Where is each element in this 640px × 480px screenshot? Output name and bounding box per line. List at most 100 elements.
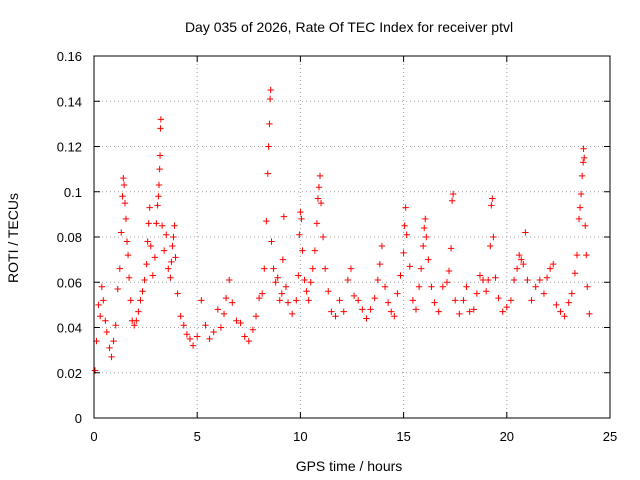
data-point: [163, 231, 170, 238]
data-point: [406, 263, 413, 270]
y-tick-label: 0: [75, 411, 82, 426]
data-point: [95, 301, 102, 309]
x-tick-label: 0: [90, 429, 97, 444]
data-point: [421, 224, 428, 232]
y-axis-label: ROTI / TECUs: [5, 193, 21, 283]
x-tick-label: 20: [500, 429, 514, 444]
data-point: [167, 274, 174, 281]
data-point: [202, 322, 209, 329]
data-point: [114, 285, 121, 293]
data-point: [571, 270, 579, 277]
axis-ticks: [93, 55, 611, 419]
data-point: [378, 242, 386, 250]
data-point: [415, 283, 423, 290]
data-point: [229, 299, 236, 306]
data-point: [579, 159, 587, 166]
data-point: [157, 116, 165, 123]
data-point: [576, 204, 584, 211]
data-point: [515, 251, 523, 259]
data-point: [482, 288, 490, 295]
data-point: [452, 297, 459, 304]
data-point: [575, 215, 583, 223]
data-point: [264, 170, 271, 177]
data-point: [439, 283, 447, 290]
data-point: [543, 274, 551, 281]
data-point: [513, 265, 521, 272]
data-point: [325, 288, 332, 295]
data-point: [584, 283, 591, 290]
data-point: [456, 310, 463, 318]
data-point: [371, 294, 378, 302]
data-point: [367, 306, 374, 313]
data-point: [149, 272, 157, 279]
data-point: [170, 233, 177, 241]
data-point: [391, 312, 398, 320]
data-point: [174, 290, 181, 297]
data-point: [546, 265, 554, 272]
data-point: [124, 251, 132, 259]
data-point: [297, 208, 304, 216]
data-point: [180, 322, 187, 329]
data-point: [261, 265, 268, 272]
data-point: [120, 174, 127, 182]
data-point: [288, 310, 296, 318]
data-point: [568, 290, 576, 297]
data-point: [278, 290, 286, 297]
data-point: [350, 292, 358, 300]
data-point: [147, 242, 154, 250]
x-tick-labels: 0 5 10 15 20 25: [90, 429, 617, 444]
data-points: [91, 86, 593, 374]
data-point: [316, 172, 324, 180]
data-point: [401, 222, 408, 229]
data-point: [135, 308, 142, 315]
data-point: [121, 199, 129, 207]
data-point: [384, 299, 392, 306]
data-point: [139, 288, 146, 295]
data-point: [276, 297, 283, 304]
data-point: [305, 297, 312, 304]
data-point: [100, 297, 107, 304]
data-point: [222, 294, 230, 302]
data-point: [381, 283, 389, 290]
data-point: [198, 297, 205, 304]
data-point: [420, 242, 427, 250]
chart-title: Day 035 of 2026, Rate Of TEC Index for r…: [185, 19, 513, 35]
data-point: [417, 265, 425, 272]
data-point: [143, 260, 150, 268]
data-point: [146, 204, 153, 211]
data-point: [156, 165, 163, 173]
data-point: [394, 290, 401, 297]
data-point: [403, 231, 410, 238]
data-point: [110, 337, 117, 345]
data-point: [583, 251, 590, 259]
data-point: [499, 308, 506, 315]
data-point: [272, 279, 279, 286]
data-point: [158, 222, 166, 229]
data-point: [518, 256, 525, 263]
data-point: [299, 247, 306, 254]
data-point: [153, 220, 160, 227]
data-point: [266, 120, 273, 128]
data-point: [561, 312, 568, 320]
data-point: [412, 306, 420, 313]
data-point: [466, 308, 473, 315]
data-point: [492, 274, 499, 281]
data-point: [443, 279, 451, 286]
data-point: [447, 245, 455, 252]
data-point: [580, 145, 587, 152]
data-point: [363, 315, 370, 322]
data-point: [336, 297, 343, 304]
data-point: [237, 319, 244, 327]
y-tick-label: 0.1: [64, 185, 82, 200]
data-point: [280, 213, 288, 220]
data-point: [155, 193, 162, 200]
data-point: [165, 265, 172, 272]
data-point: [463, 283, 470, 290]
data-point: [409, 297, 417, 304]
data-point: [487, 242, 494, 250]
data-point: [524, 276, 531, 284]
data-point: [507, 297, 515, 304]
y-tick-labels: 0 0.02 0.04 0.06 0.08 0.1 0.12 0.14 0.16: [57, 49, 82, 426]
data-point: [422, 215, 429, 223]
